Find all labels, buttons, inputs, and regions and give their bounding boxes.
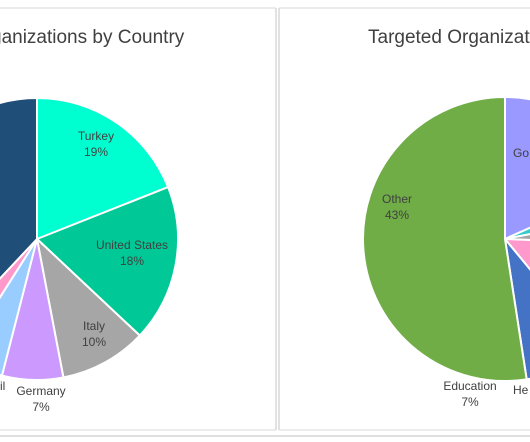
- chart2-slice-other: [362, 95, 528, 382]
- chart1-label-turkey: Turkey: [78, 129, 114, 143]
- chart1-slice-unlabeled-6: [0, 96, 38, 280]
- chart1-slice-united-states: [35, 185, 179, 337]
- chart1-label-italy: Italy: [83, 319, 105, 333]
- chart1-value-germany: 7%: [32, 400, 50, 414]
- chart2-slice-unlabeled-1: [504, 226, 530, 240]
- chart2-label-go: Go: [513, 146, 529, 160]
- chart1-slice-italy: [35, 236, 142, 379]
- chart1-label-united-states: United States: [96, 238, 168, 252]
- right-chart-title: Targeted Organizatio: [368, 27, 530, 48]
- chart1-partial-label: il: [0, 379, 5, 393]
- chart1-value-united-states: 18%: [120, 254, 144, 268]
- chart1-value-turkey: 19%: [84, 145, 108, 159]
- chart1-slice-turkey: [36, 96, 170, 241]
- pie-slices-group: [0, 95, 530, 382]
- chart2-label-other: Other: [382, 192, 412, 206]
- chart2-label-education: Education: [443, 379, 496, 393]
- left-chart-title: ganizations by Country: [0, 27, 185, 48]
- chart1-slice-unlabeled-5: [0, 238, 38, 300]
- chart2-label-he: He: [513, 383, 529, 397]
- chart2-slice-go: [504, 95, 530, 241]
- chart1-label-germany: Germany: [16, 384, 65, 398]
- chart2-value-education: 7%: [461, 395, 479, 409]
- chart1-slice-unlabeled-4: [0, 238, 38, 377]
- chart2-value-other: 43%: [385, 208, 409, 222]
- pie-labels-group: Turkey 19% United States 18% Italy 10% Germany…: [0, 129, 529, 414]
- chart1-value-italy: 10%: [82, 335, 106, 349]
